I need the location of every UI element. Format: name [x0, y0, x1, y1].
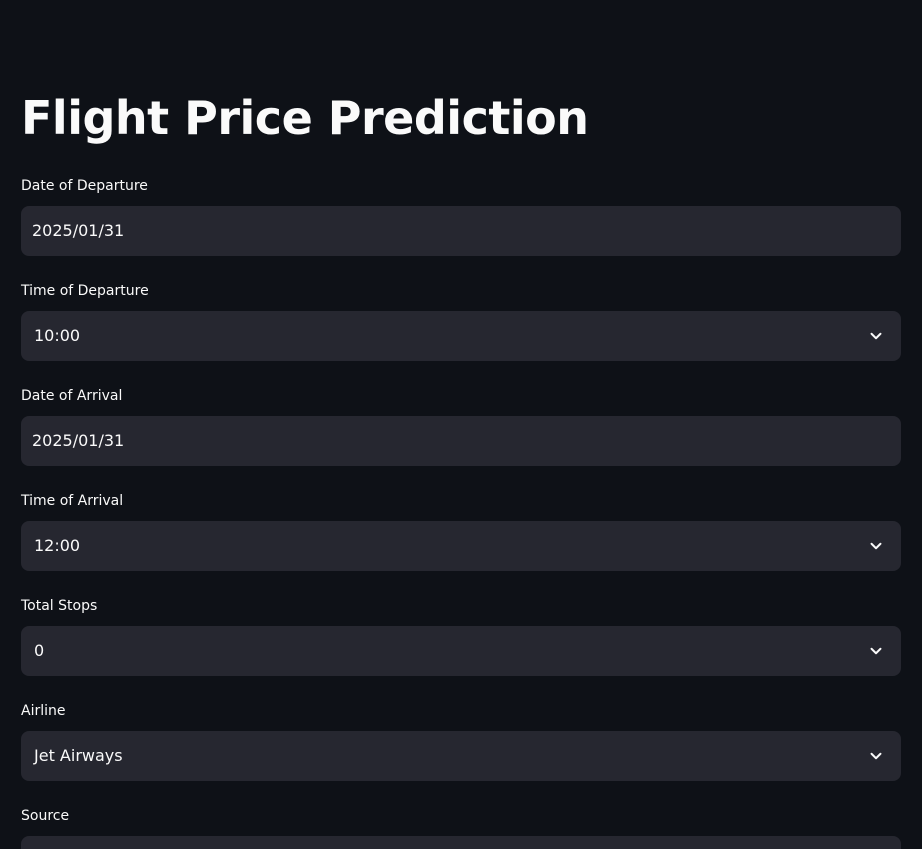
- airline-select[interactable]: Jet Airways: [21, 731, 901, 781]
- arrival-date-input[interactable]: 2025/01/31: [21, 416, 901, 466]
- arrival-date-value: 2025/01/31: [32, 431, 125, 450]
- departure-date-input[interactable]: 2025/01/31: [21, 206, 901, 256]
- total-stops-select[interactable]: 0: [21, 626, 901, 676]
- arrival-time-field: Time of Arrival 12:00: [21, 491, 901, 571]
- arrival-date-label: Date of Arrival: [21, 388, 123, 404]
- arrival-time-label: Time of Arrival: [21, 493, 124, 509]
- arrival-date-field: Date of Arrival 2025/01/31: [21, 386, 901, 466]
- page-title: Flight Price Prediction: [21, 91, 589, 145]
- chevron-down-icon: [870, 542, 882, 550]
- chevron-down-icon: [870, 752, 882, 760]
- chevron-down-icon: [870, 647, 882, 655]
- arrival-time-select[interactable]: 12:00: [21, 521, 901, 571]
- source-field: Source: [21, 806, 901, 849]
- total-stops-value: 0: [34, 641, 45, 660]
- departure-time-select[interactable]: 10:00: [21, 311, 901, 361]
- total-stops-field: Total Stops 0: [21, 596, 901, 676]
- airline-field: Airline Jet Airways: [21, 701, 901, 781]
- departure-time-label: Time of Departure: [21, 283, 149, 299]
- source-select[interactable]: [21, 836, 901, 849]
- departure-time-field: Time of Departure 10:00: [21, 281, 901, 361]
- departure-date-value: 2025/01/31: [32, 221, 125, 240]
- source-label: Source: [21, 808, 70, 824]
- arrival-time-value: 12:00: [34, 536, 81, 555]
- airline-label: Airline: [21, 703, 66, 719]
- airline-value: Jet Airways: [34, 746, 123, 765]
- departure-date-field: Date of Departure 2025/01/31: [21, 176, 901, 256]
- chevron-down-icon: [870, 332, 882, 340]
- departure-date-label: Date of Departure: [21, 178, 148, 194]
- departure-time-value: 10:00: [34, 326, 81, 345]
- total-stops-label: Total Stops: [21, 598, 98, 614]
